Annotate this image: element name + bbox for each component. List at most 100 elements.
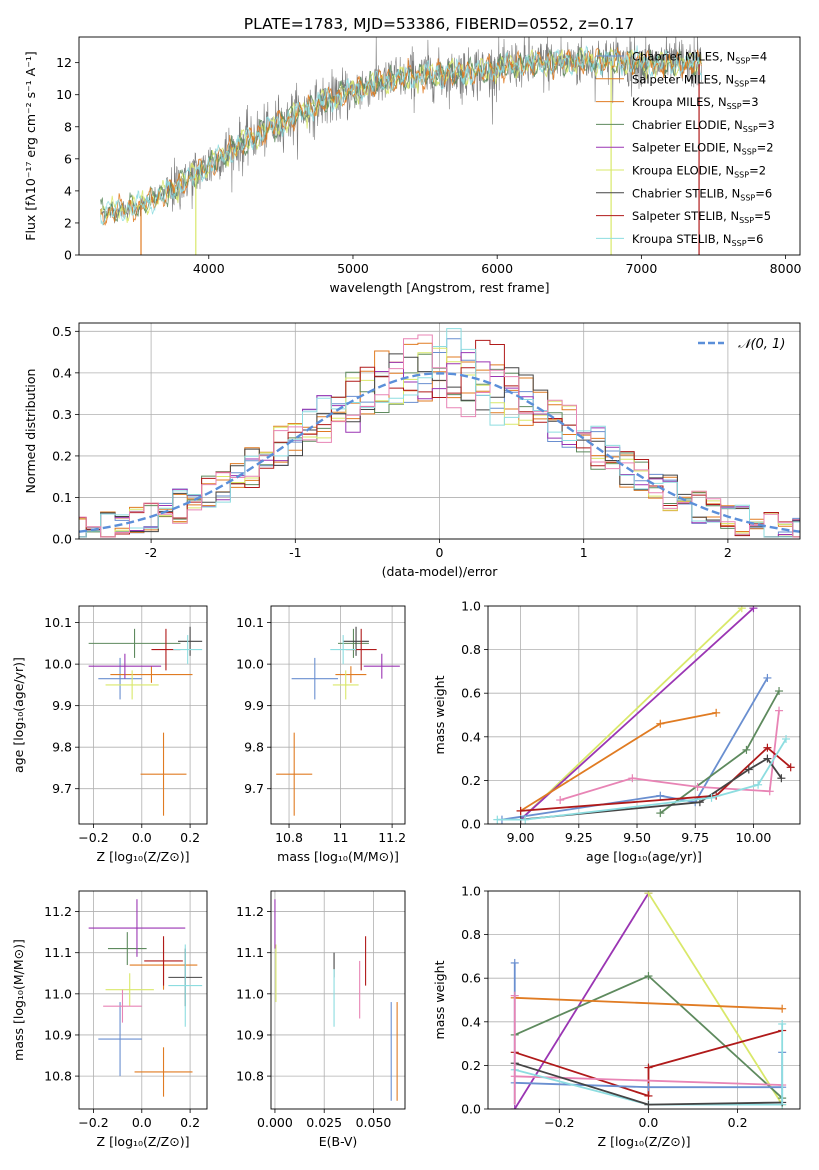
errorbar-point <box>134 1047 193 1097</box>
errorbar-point <box>332 670 359 700</box>
y-tick-label: 10.0 <box>236 657 264 672</box>
y-tick-label: 10.0 <box>44 657 72 672</box>
x-tick-label: 10.8 <box>275 830 303 845</box>
histogram-kroupa-elodie <box>79 347 800 538</box>
y-axis-label: mass weight <box>432 675 447 754</box>
plot-area <box>276 626 400 816</box>
errorbar-point <box>291 657 338 700</box>
panel-age-vs-Z: −0.2 0.0 0.2 9.7 9.8 9.9 10.0 10.1 Z [log₁₀(Z/Z⊙… <box>11 605 208 864</box>
y-tick-label: 9.7 <box>52 781 72 796</box>
y-tick-label: 0.0 <box>52 532 72 547</box>
x-axis-label: Z [log₁₀(Z/Z⊙)] <box>97 849 190 864</box>
y-axis-label: mass [log₁₀(M/M⊙)] <box>11 939 26 1061</box>
y-axis-label: age [log₁₀(age/yr)] <box>11 657 26 773</box>
legend-label: Chabrier ELODIE, NSSP=3 <box>632 118 775 134</box>
series-kroupa-elodie <box>644 891 787 1109</box>
x-tick-label: 9.75 <box>681 830 709 845</box>
errorbar-point <box>105 973 154 1007</box>
panel-mass-weight-vs-Z: −0.2 0.0 0.2 0.0 0.2 0.4 0.6 0.8 1.0 Z [log₁₀(Z/Z… <box>432 884 801 1149</box>
y-tick-label: 10.9 <box>44 1027 72 1042</box>
y-tick-label: 1.0 <box>461 884 481 899</box>
x-tick-label: 2 <box>724 545 732 560</box>
series-line <box>520 711 717 812</box>
panel-spectrum: 4000 5000 6000 7000 8000 0 2 4 6 8 10 12 wavelength … <box>23 36 802 295</box>
errorbar-point <box>363 653 400 679</box>
series-line <box>647 892 783 1106</box>
y-tick-label: 10.1 <box>44 615 72 630</box>
plot-area <box>510 891 787 1109</box>
x-axis-label: E(B-V) <box>319 1134 358 1149</box>
plot-area <box>493 606 795 824</box>
series-line <box>514 996 783 1010</box>
y-tick-label: 9.9 <box>244 698 264 713</box>
x-tick-label: 0.025 <box>306 1115 342 1130</box>
y-tick-label: 0.2 <box>461 1058 481 1073</box>
x-axis-label: Z [log₁₀(Z/Z⊙)] <box>598 1134 691 1149</box>
y-tick-label: 9.7 <box>244 781 264 796</box>
errorbar-point <box>103 989 142 1023</box>
errorbar-point <box>330 635 357 665</box>
y-tick-label: 0.2 <box>52 448 72 463</box>
y-tick-label: 11.2 <box>44 904 72 919</box>
y-tick-label: 0.4 <box>461 1014 481 1029</box>
panel-age-vs-mass: 10.8 11 11.2 9.7 9.8 9.9 10.0 10.1 mass [log₁₀(M… <box>236 605 406 864</box>
errorbar-point <box>98 657 142 700</box>
axes-frame <box>78 36 801 256</box>
series-line <box>559 710 780 801</box>
x-tick-label: 5000 <box>337 261 369 276</box>
plot-area <box>274 899 398 1101</box>
y-axis-label: Normed distribution <box>23 369 38 494</box>
y-tick-label: 0.2 <box>461 773 481 788</box>
y-tick-label: 4 <box>64 183 72 198</box>
y-tick-label: 0.4 <box>461 729 481 744</box>
x-tick-label: −0.2 <box>78 830 108 845</box>
x-tick-label: 0 <box>436 545 444 560</box>
y-tick-label: 8 <box>64 119 72 134</box>
errorbar-point <box>98 1002 142 1077</box>
y-tick-label: 11.2 <box>236 904 264 919</box>
y-tick-label: 11.1 <box>44 945 72 960</box>
y-tick-label: 9.8 <box>52 740 72 755</box>
errorbar-point <box>335 666 367 683</box>
x-tick-label: −0.2 <box>78 1115 108 1130</box>
series-line <box>519 607 743 821</box>
y-axis-label: mass weight <box>432 960 447 1039</box>
x-axis-label: (data-model)/error <box>382 564 499 579</box>
y-tick-label: 10.8 <box>44 1069 72 1084</box>
axes-frame <box>487 605 801 825</box>
y-tick-label: 0.0 <box>461 817 481 832</box>
errorbar-point <box>105 670 159 700</box>
histogram-salpeter-miles <box>79 342 800 538</box>
errorbar-point <box>88 899 186 957</box>
legend-label: Chabrier STELIB, NSSP=6 <box>632 186 772 202</box>
errorbar-point <box>110 666 193 683</box>
axes-frame <box>270 890 406 1110</box>
spectrum-model <box>100 46 702 223</box>
panel-mass-vs-ebv: 0.000 0.025 0.050 10.8 10.9 11.0 11.1 11.2 E(B-V… <box>236 890 406 1149</box>
series-pink <box>556 706 784 805</box>
axes-frame <box>78 605 208 825</box>
x-axis-label: mass [log₁₀(M/M⊙)] <box>277 849 399 864</box>
series-line <box>520 746 792 812</box>
histogram-pink <box>79 334 800 538</box>
figure-title: PLATE=1783, MJD=53386, FIBERID=0552, z=0… <box>244 15 634 33</box>
y-tick-label: 11.0 <box>236 986 264 1001</box>
y-axis-label: Flux [fλ10⁻¹⁷ erg cm⁻² s⁻¹ A⁻¹] <box>23 51 38 240</box>
plot-area <box>100 37 703 255</box>
x-tick-label: 10.00 <box>736 830 772 845</box>
x-tick-label: 0.0 <box>639 1115 659 1130</box>
x-tick-label: 11.2 <box>378 830 406 845</box>
x-tick-label: 0.0 <box>132 1115 152 1130</box>
errorbar-point <box>178 626 203 656</box>
legend-label: Kroupa ELODIE, NSSP=2 <box>632 164 766 180</box>
y-tick-label: 12 <box>56 55 72 70</box>
errorbar-point <box>276 732 313 816</box>
series-salpeter-miles <box>516 708 721 815</box>
legend-label: 𝒩(0, 1) <box>738 337 785 352</box>
x-tick-label: 8000 <box>770 261 802 276</box>
series-line <box>519 607 755 821</box>
x-tick-label: 0.2 <box>180 830 200 845</box>
spectrum-model <box>100 45 703 226</box>
y-tick-label: 0.8 <box>461 642 481 657</box>
